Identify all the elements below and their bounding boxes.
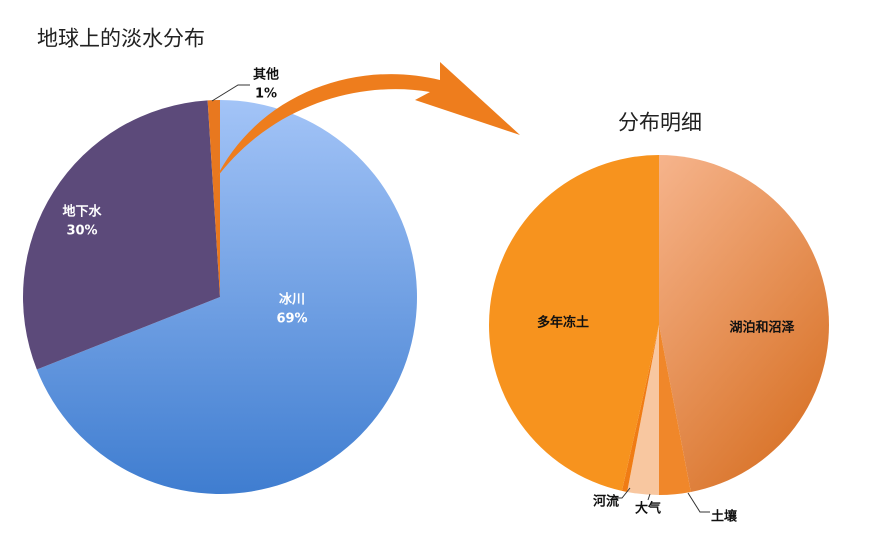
leader-line [612, 487, 631, 499]
slice-label: 其他 [253, 67, 279, 83]
slice-label: 冰川 [279, 292, 305, 308]
chart-title: 分布明细 [618, 111, 702, 135]
value-label: 30% [66, 224, 97, 239]
slice-label: 河流 [593, 494, 619, 510]
leader-line [211, 84, 250, 102]
chart-title: 地球上的淡水分布 [37, 27, 205, 51]
arrow [215, 62, 520, 180]
slice-label: 多年冻土 [537, 315, 589, 331]
pie-slice [36, 100, 417, 495]
slice-label: 地下水 [62, 204, 102, 220]
pie-slice [621, 325, 659, 492]
pie-slice [627, 325, 659, 496]
pie-slice [659, 325, 691, 495]
pie-slice [489, 155, 659, 491]
slice-label: 土壤 [711, 509, 738, 525]
slice-label: 大气 [635, 501, 661, 517]
leader-line [687, 492, 710, 513]
pie-slice [22, 100, 220, 370]
value-label: 1% [255, 87, 277, 102]
pie-slice [659, 155, 829, 492]
value-label: 69% [276, 312, 307, 327]
pie-slice [207, 100, 220, 297]
leader-line [647, 493, 651, 501]
slice-label: 湖泊和沼泽 [729, 320, 795, 336]
